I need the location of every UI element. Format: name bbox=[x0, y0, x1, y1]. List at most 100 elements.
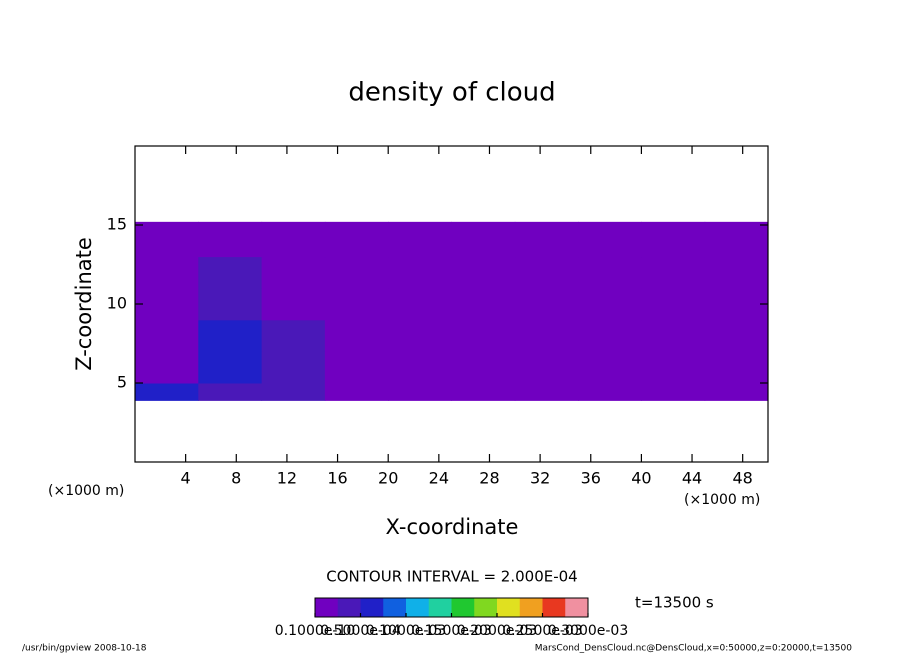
field-cell bbox=[514, 383, 579, 401]
footer-right: MarsCond_DensCloud.nc@DensCloud,x=0:5000… bbox=[535, 644, 852, 654]
x-tick-label: 32 bbox=[530, 469, 550, 488]
field-cell bbox=[704, 319, 769, 352]
field-cell bbox=[704, 351, 769, 384]
colorbar-label: 0.1000e-03 bbox=[366, 623, 446, 639]
colorbar-swatch bbox=[542, 598, 566, 617]
x-tick-label: 24 bbox=[429, 469, 449, 488]
x-tick-label: 44 bbox=[682, 469, 702, 488]
field-cell bbox=[641, 383, 706, 401]
field-cell bbox=[704, 288, 769, 321]
field-cell bbox=[704, 221, 769, 258]
field-cell bbox=[135, 351, 199, 384]
y-axis-label: Z-coordinate bbox=[72, 237, 96, 371]
field-cell bbox=[324, 319, 389, 352]
y-tick-label: 15 bbox=[107, 215, 127, 234]
field-cell bbox=[451, 256, 516, 289]
field-cell bbox=[261, 256, 326, 289]
x-tick-label: 4 bbox=[181, 469, 191, 488]
contour-interval: CONTOUR INTERVAL = 2.000E-04 bbox=[326, 568, 577, 586]
colorbar-swatch bbox=[474, 598, 498, 617]
field-cell bbox=[261, 221, 326, 258]
colorbar-swatch bbox=[451, 598, 475, 617]
field-cell bbox=[324, 288, 389, 321]
field-cell bbox=[514, 319, 579, 352]
colorbar-swatch bbox=[406, 598, 430, 617]
field-cell bbox=[324, 221, 389, 258]
field-cell bbox=[641, 256, 706, 289]
field-cell bbox=[198, 319, 263, 352]
field-cell bbox=[135, 383, 199, 401]
x-tick-label: 48 bbox=[733, 469, 753, 488]
y-unit-label: (×1000 m) bbox=[48, 483, 124, 499]
field-cell bbox=[198, 288, 263, 321]
field-cell bbox=[641, 221, 706, 258]
colorbar-swatch bbox=[315, 598, 339, 617]
x-tick-label: 28 bbox=[479, 469, 499, 488]
colorbar-label: 0.1000e-10 bbox=[275, 623, 355, 639]
field-cell bbox=[135, 319, 199, 352]
field-cell bbox=[324, 256, 389, 289]
colorbar-swatch bbox=[428, 598, 452, 617]
colorbar-swatch bbox=[383, 598, 407, 617]
field bbox=[135, 221, 769, 401]
colorbar-swatch bbox=[360, 598, 384, 617]
field-cell bbox=[704, 383, 769, 401]
field-cell bbox=[514, 221, 579, 258]
x-tick-label: 20 bbox=[378, 469, 398, 488]
field-cell bbox=[198, 221, 263, 258]
colorbar-label: 0.2000e-03 bbox=[457, 623, 537, 639]
field-cell bbox=[261, 383, 326, 401]
field-cell bbox=[451, 319, 516, 352]
field-cell bbox=[451, 383, 516, 401]
x-axis-label: X-coordinate bbox=[386, 515, 519, 539]
field-cell bbox=[451, 221, 516, 258]
colorbar-label: 0.1500e-03 bbox=[411, 623, 491, 639]
x-tick-label: 8 bbox=[231, 469, 241, 488]
x-tick-label: 36 bbox=[581, 469, 601, 488]
colorbar-label: 0.5000e-04 bbox=[320, 623, 401, 639]
field-cell bbox=[198, 351, 263, 384]
time-label: t=13500 s bbox=[635, 594, 714, 612]
colorbar-swatch bbox=[337, 598, 361, 617]
field-cell bbox=[198, 383, 263, 401]
colorbar-label: 0.2500e-03 bbox=[502, 623, 582, 639]
x-tick-label: 12 bbox=[277, 469, 297, 488]
field-cell bbox=[451, 351, 516, 384]
y-tick-label: 5 bbox=[117, 373, 127, 392]
field-cell bbox=[578, 351, 642, 384]
field-cell bbox=[198, 256, 263, 289]
field-cell bbox=[704, 256, 769, 289]
field-cell bbox=[324, 351, 389, 384]
x-tick-label: 16 bbox=[327, 469, 347, 488]
field-cell bbox=[514, 288, 579, 321]
field-cell bbox=[324, 383, 389, 401]
field-cell bbox=[578, 221, 642, 258]
colorbar-label: 0.3000e-03 bbox=[548, 623, 628, 639]
field-cell bbox=[641, 351, 706, 384]
field-cell bbox=[514, 256, 579, 289]
field-cell bbox=[641, 319, 706, 352]
chart-title: density of cloud bbox=[348, 78, 555, 108]
field-cell bbox=[578, 383, 642, 401]
y-tick-label: 10 bbox=[107, 294, 127, 313]
field-cell bbox=[261, 351, 326, 384]
field-cell bbox=[641, 288, 706, 321]
x-tick-label: 40 bbox=[631, 469, 651, 488]
field-cell bbox=[514, 351, 579, 384]
field-cell bbox=[388, 221, 452, 258]
field-cell bbox=[578, 256, 642, 289]
field-cell bbox=[388, 319, 452, 352]
field-cell bbox=[388, 351, 452, 384]
colorbar-swatch bbox=[565, 598, 589, 617]
field-cell bbox=[451, 288, 516, 321]
colorbar-swatch bbox=[519, 598, 543, 617]
field-cell bbox=[135, 256, 199, 289]
field-cell bbox=[261, 319, 326, 352]
field-cell bbox=[388, 383, 452, 401]
field-cell bbox=[135, 221, 199, 258]
footer-left: /usr/bin/gpview 2008-10-18 bbox=[22, 644, 147, 654]
field-cell bbox=[261, 288, 326, 321]
colorbar-swatch bbox=[497, 598, 521, 617]
field-cell bbox=[135, 288, 199, 321]
